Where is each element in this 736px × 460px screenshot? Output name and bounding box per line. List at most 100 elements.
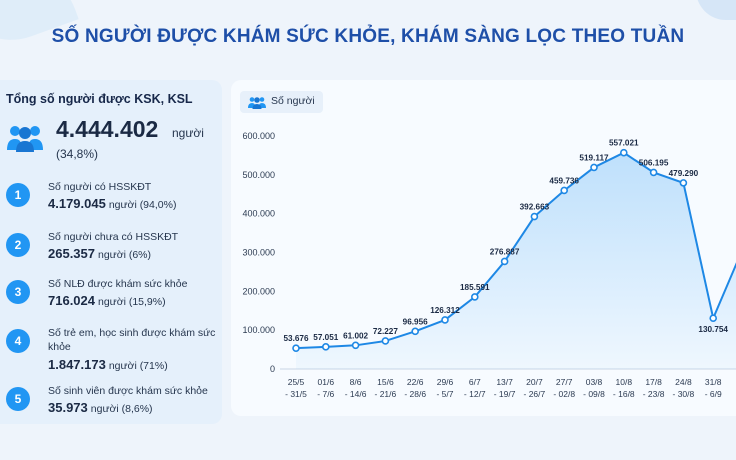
x-tick-label: 10/8 (616, 377, 633, 387)
page-title: SỐ NGƯỜI ĐƯỢC KHÁM SỨC KHỎE, KHÁM SÀNG L… (51, 26, 685, 47)
stat-number-badge: 3 (6, 280, 30, 304)
data-label: 519.117 (579, 153, 609, 162)
x-tick-label: - 7/6 (317, 389, 334, 399)
x-tick-label: 15/6 (377, 377, 394, 387)
stat-number-badge: 1 (6, 183, 30, 207)
stat-suffix: người (15,9%) (98, 296, 166, 308)
x-tick-label: 03/8 (586, 377, 603, 387)
y-tick-label: 0 (270, 364, 275, 374)
stat-number-badge: 5 (6, 387, 30, 411)
stat-suffix: người (94,0%) (108, 199, 177, 211)
y-tick-label: 400.000 (242, 209, 275, 219)
stat-suffix: người (6%) (98, 249, 152, 261)
data-label: 185.591 (460, 283, 490, 292)
x-tick-label: - 12/7 (464, 389, 486, 399)
data-label: 126.312 (430, 306, 460, 315)
x-tick-label: 22/6 (407, 377, 424, 387)
data-point (381, 337, 390, 345)
data-label: 276.887 (490, 247, 520, 256)
data-point (679, 179, 688, 187)
x-tick-label: - 16/8 (613, 389, 635, 399)
data-label: 72.227 (373, 327, 398, 336)
x-tick-label: - 23/8 (643, 389, 665, 399)
data-label: 53.676 (283, 334, 308, 343)
x-tick-label: - 30/8 (673, 389, 695, 399)
data-label: 557.021 (609, 139, 639, 148)
data-label: 61.002 (343, 331, 368, 340)
x-tick-label: 8/6 (350, 377, 362, 387)
total-percent: (34,8%) (56, 147, 99, 161)
data-point (590, 163, 598, 172)
y-tick-label: 500.000 (242, 170, 275, 180)
x-tick-label: - 09/8 (583, 389, 605, 399)
stat-label: Số NLĐ được khám sức khỏe (48, 278, 188, 290)
y-tick-label: 200.000 (242, 286, 275, 296)
x-tick-label: - 28/6 (404, 389, 426, 399)
data-point (470, 293, 479, 301)
stat-label: Số người chưa có HSSKĐT (48, 231, 179, 243)
total-value: 4.444.402 (56, 116, 159, 142)
data-point (292, 344, 300, 352)
stat-number-badge: 2 (6, 233, 30, 257)
data-label: 96.956 (403, 317, 428, 326)
data-label: 479.290 (669, 169, 699, 178)
stat-label: Số trẻ em, học sinh được khám sức khỏe (48, 327, 216, 353)
total-unit: người (172, 126, 204, 140)
y-tick-label: 100.000 (242, 325, 275, 335)
y-tick-label: 300.000 (242, 248, 275, 258)
data-point (560, 186, 569, 195)
x-tick-label: 29/6 (437, 377, 454, 387)
people-icon (248, 97, 266, 109)
x-tick-label: 25/5 (288, 377, 305, 387)
x-tick-label: - 02/8 (553, 389, 575, 399)
x-tick-label: - 14/6 (345, 389, 367, 399)
data-label: 57.051 (313, 333, 338, 342)
x-tick-label: 01/6 (318, 377, 335, 387)
data-point (500, 257, 509, 266)
data-point (649, 168, 658, 177)
x-tick-label: 17/8 (645, 377, 662, 387)
data-point (619, 148, 628, 157)
data-point (530, 212, 539, 221)
x-tick-label: 27/7 (556, 377, 573, 387)
data-point (351, 341, 360, 350)
data-point (441, 316, 449, 324)
stat-value: 35.973 (48, 400, 88, 415)
stat-label: Số sinh viên được khám sức khỏe (48, 385, 208, 397)
x-tick-label: 24/8 (675, 377, 692, 387)
x-tick-label: - 19/7 (494, 389, 516, 399)
stat-value: 4.179.045 (48, 196, 106, 211)
stat-value: 716.024 (48, 293, 95, 308)
x-tick-label: - 5/7 (436, 389, 453, 399)
data-point (411, 327, 420, 336)
series-line (295, 151, 736, 350)
x-tick-label: - 31/5 (285, 389, 307, 399)
y-tick-label: 600.000 (242, 131, 275, 141)
legend-label: Số người (271, 95, 315, 107)
summary-panel: Tổng số người được KSK, KSL 4.444.402 ng… (0, 80, 222, 424)
data-label: 506.195 (639, 158, 669, 167)
x-tick-label: - 6/9 (705, 389, 722, 399)
data-label: 459.736 (549, 176, 579, 185)
chart-legend: Số người (240, 91, 323, 113)
x-tick-label: - 21/6 (375, 389, 397, 399)
stat-value: 1.847.173 (48, 357, 106, 372)
data-label: 130.754 (698, 325, 728, 334)
stat-suffix: người (8,6%) (90, 403, 153, 415)
data-label: 392.663 (520, 203, 550, 212)
x-tick-label: 13/7 (496, 377, 513, 387)
people-icon (7, 126, 43, 152)
x-tick-label: 20/7 (526, 377, 543, 387)
series-area (296, 152, 736, 369)
x-tick-label: - 26/7 (524, 389, 546, 399)
x-tick-label: 31/8 (705, 377, 722, 387)
x-tick-label: 6/7 (469, 377, 481, 387)
stat-label: Số người có HSSKĐT (48, 181, 152, 193)
total-label: Tổng số người được KSK, KSL (6, 92, 193, 106)
stat-number-badge: 4 (6, 329, 30, 353)
data-point (709, 314, 718, 323)
stat-value: 265.357 (48, 246, 95, 261)
stat-suffix: người (71%) (108, 360, 168, 372)
data-point (321, 343, 330, 351)
